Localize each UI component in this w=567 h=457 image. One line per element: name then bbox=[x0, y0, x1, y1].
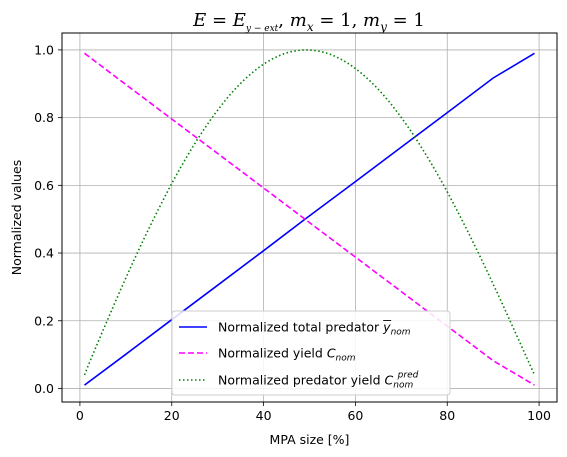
title-my-sub: y bbox=[379, 20, 387, 34]
title-mx-sub: x bbox=[307, 20, 314, 34]
series-layer bbox=[83, 49, 536, 386]
y-tick-label: 0.4 bbox=[34, 246, 54, 261]
legend-entry-3: Normalized predator yield Cnompred bbox=[218, 371, 419, 391]
y-tick-label: 0.6 bbox=[34, 178, 54, 193]
y-tick-label: 0.2 bbox=[34, 313, 54, 328]
x-tick-label: 40 bbox=[256, 408, 272, 423]
x-tick-label: 60 bbox=[347, 408, 363, 423]
legend-box bbox=[171, 310, 451, 396]
title-sep1: , bbox=[278, 10, 289, 31]
title-e1: E bbox=[192, 10, 206, 31]
x-axis-label: MPA size [%] bbox=[270, 432, 350, 447]
title-my-val: = 1 bbox=[387, 10, 425, 31]
y-tick-label: 1.0 bbox=[34, 42, 54, 57]
legend-entry-2: Normalized yield Cnom bbox=[218, 346, 356, 364]
x-tick-label: 80 bbox=[439, 408, 455, 423]
legend: Normalized total predator ynom Normalized… bbox=[171, 310, 451, 396]
y-tick-label: 0.0 bbox=[34, 381, 54, 396]
title-my: m bbox=[363, 10, 380, 31]
title-e2-sub: y − ext bbox=[245, 24, 279, 34]
title-e2: E bbox=[232, 10, 246, 31]
legend-math-symbol: C bbox=[385, 373, 394, 388]
plot-frame bbox=[61, 32, 558, 403]
grid-lines bbox=[62, 33, 557, 402]
x-tick-label: 20 bbox=[164, 408, 180, 423]
legend-math-symbol: C bbox=[327, 346, 336, 361]
y-axis-label: Normalized values bbox=[9, 160, 24, 276]
legend-math-symbol: y bbox=[382, 320, 391, 335]
chart-title: E = Ey − ext, mx = 1, my = 1 bbox=[192, 10, 425, 34]
y-tick-label: 0.8 bbox=[34, 110, 54, 125]
legend-entry-1: Normalized total predator ynom bbox=[218, 320, 411, 338]
axis-ticks: 0 20 40 60 80 100 0.0 0.2 0.4 0.6 0.8 1.0 bbox=[34, 42, 551, 423]
x-tick-label: 100 bbox=[527, 408, 551, 423]
series-line-2 bbox=[84, 52, 535, 386]
title-eq1: = bbox=[206, 10, 233, 31]
x-tick-label: 0 bbox=[76, 408, 84, 423]
title-mx: m bbox=[290, 10, 307, 31]
title-mx-val: = 1, bbox=[314, 10, 363, 31]
